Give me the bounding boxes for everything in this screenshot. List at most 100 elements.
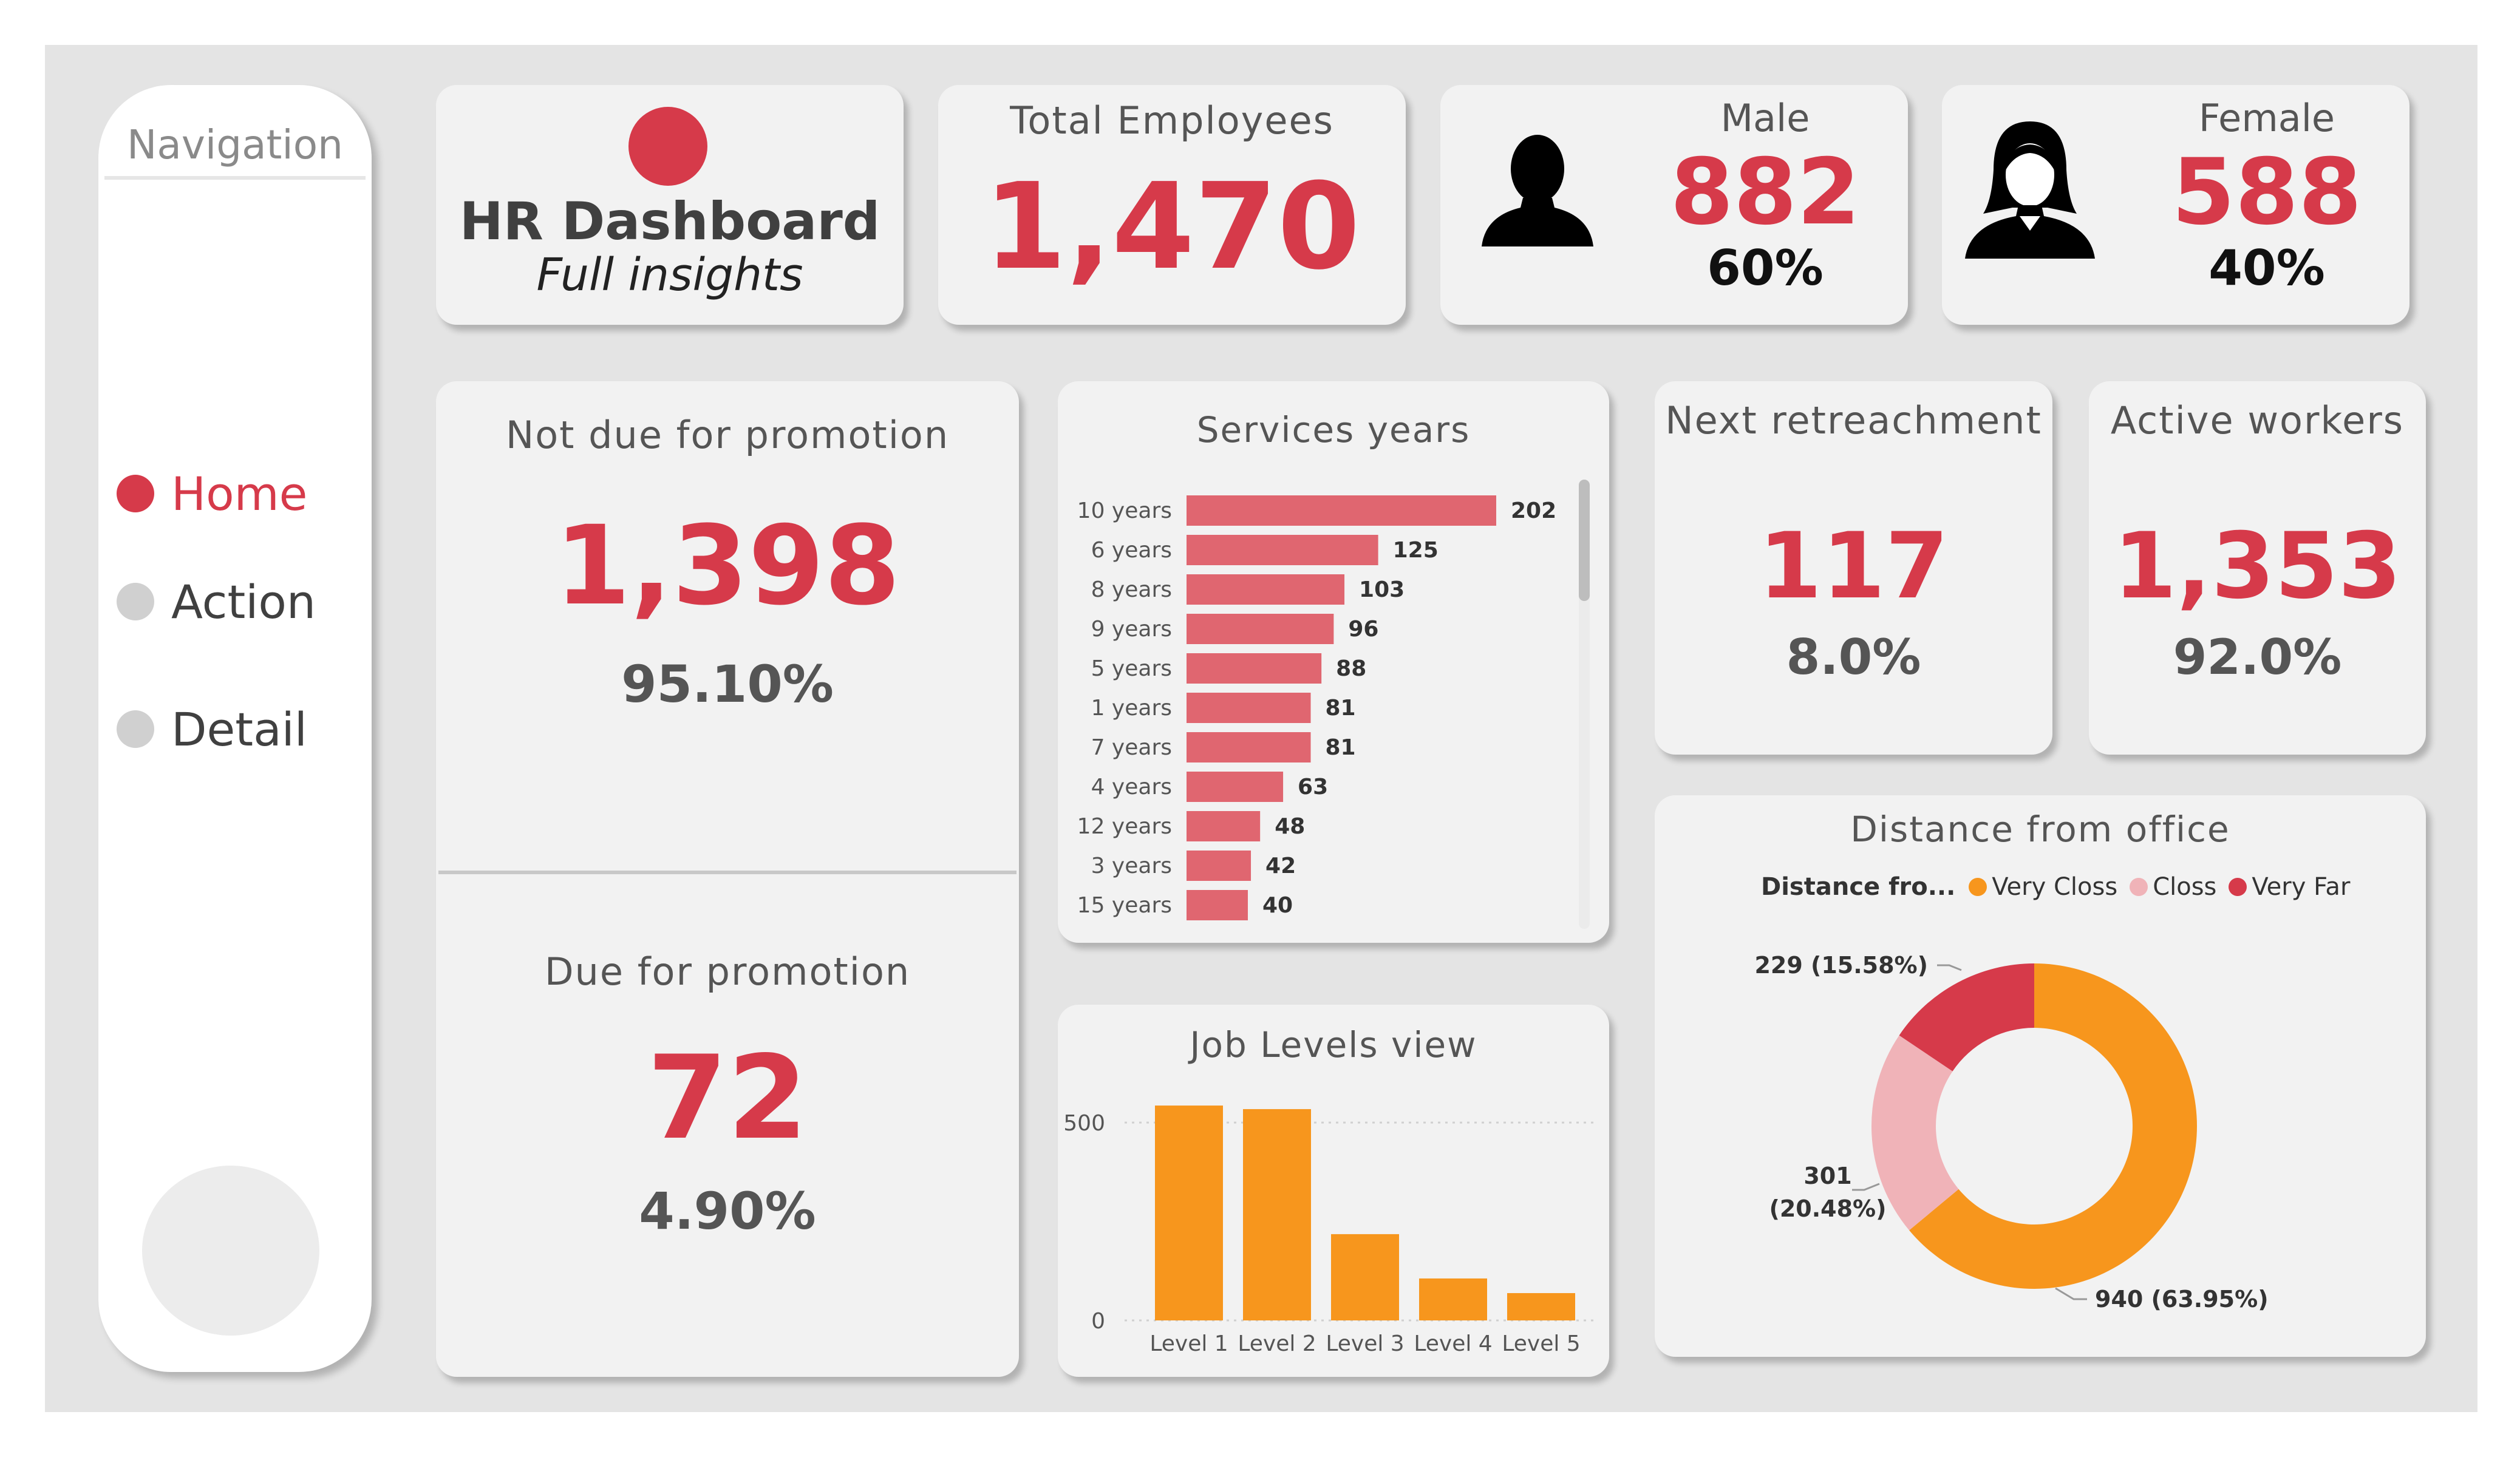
job-levels-chart: 0 500 Level 1 Level 2 Level 3 Level 4 Level 5	[1063, 1105, 1598, 1356]
label-leader-line	[2055, 1287, 2087, 1300]
due-title: Due for promotion	[544, 949, 911, 994]
services-value-label: 202	[1511, 498, 1556, 523]
logo-dot-icon	[628, 107, 707, 186]
distance-legend: Distance fro... Very Closs Closs Very Fa…	[1761, 873, 2350, 901]
services-value-label: 48	[1275, 814, 1305, 839]
services-scrollbar-thumb[interactable]	[1579, 480, 1590, 601]
male-title: Male	[1720, 96, 1810, 140]
services-bar	[1187, 811, 1261, 841]
services-category-label: 12 years	[1077, 814, 1172, 839]
promotion-divider	[438, 871, 1017, 874]
nav-item-detail-label: Detail	[171, 702, 307, 756]
job-bar	[1507, 1293, 1575, 1320]
navigation-panel: Navigation Home Action Detail	[98, 85, 372, 1372]
not-due-value: 1,398	[554, 503, 901, 630]
male-user-icon	[1482, 135, 1593, 246]
nav-item-home[interactable]: Home	[117, 466, 307, 521]
total-employees-title: Total Employees	[1010, 98, 1334, 143]
legend-very-far[interactable]: Very Far	[2252, 873, 2351, 901]
services-category-label: 9 years	[1091, 617, 1172, 642]
services-bar	[1187, 495, 1496, 526]
job-category-label: Level 1	[1149, 1331, 1228, 1356]
active-workers-value: 1,353	[2113, 514, 2402, 619]
services-category-label: 10 years	[1077, 498, 1172, 523]
title-card: HR Dashboard Full insights	[436, 85, 904, 325]
services-bar	[1187, 535, 1378, 565]
distance-label-close-pct: (20.48%)	[1769, 1195, 1886, 1222]
services-bar	[1187, 890, 1248, 920]
services-category-label: 15 years	[1077, 893, 1172, 918]
navigation-divider	[104, 176, 366, 180]
retrenchment-pct: 8.0%	[1786, 629, 1921, 685]
female-value: 588	[2171, 140, 2362, 245]
legend-very-close-icon	[1969, 878, 1987, 896]
services-bar	[1187, 574, 1345, 605]
detail-dot-icon	[117, 710, 154, 748]
label-leader-line	[1937, 964, 1962, 971]
nav-item-detail[interactable]: Detail	[117, 702, 307, 756]
nav-item-home-label: Home	[171, 466, 308, 521]
services-category-label: 1 years	[1091, 696, 1172, 721]
services-value-label: 81	[1326, 696, 1356, 721]
job-bar	[1331, 1234, 1399, 1320]
retrenchment-card: Next retreachment 117 8.0%	[1655, 381, 2052, 755]
distance-donut-chart: 940 (63.95%) 301 (20.48%) 229 (15.58%)	[1754, 952, 2269, 1313]
services-value-label: 63	[1298, 775, 1328, 800]
retrenchment-title: Next retreachment	[1665, 398, 2042, 443]
nav-round-button[interactable]	[142, 1166, 319, 1336]
female-card: Female 588 40%	[1942, 85, 2409, 325]
legend-close-icon	[2130, 878, 2148, 896]
legend-close[interactable]: Closs	[2153, 873, 2217, 901]
services-bar	[1187, 732, 1311, 762]
services-value-label: 103	[1359, 577, 1405, 602]
job-category-label: Level 3	[1326, 1331, 1404, 1356]
distance-slice	[1871, 1035, 1959, 1231]
distance-slice	[1909, 963, 2197, 1289]
female-title: Female	[2198, 96, 2335, 140]
job-y-tick-label: 500	[1063, 1111, 1105, 1136]
job-bar	[1243, 1109, 1311, 1320]
services-category-label: 6 years	[1091, 538, 1172, 563]
services-category-label: 5 years	[1091, 656, 1172, 681]
job-bar	[1419, 1278, 1487, 1320]
due-value: 72	[647, 1031, 808, 1165]
total-employees-card: Total Employees 1,470	[938, 85, 1406, 325]
services-bar	[1187, 772, 1284, 802]
services-years-chart: 10 years 202 6 years 125 8 years 103 9 years 96…	[1077, 495, 1556, 920]
services-years-title: Services years	[1196, 409, 1471, 450]
not-due-title: Not due for promotion	[505, 413, 950, 457]
services-category-label: 4 years	[1091, 775, 1172, 800]
female-pct: 40%	[2208, 240, 2325, 296]
distance-label-very-close: 940 (63.95%)	[2095, 1286, 2269, 1313]
nav-item-action[interactable]: Action	[117, 574, 316, 629]
services-bar	[1187, 851, 1251, 881]
job-levels-title: Job Levels view	[1190, 1024, 1477, 1065]
job-category-label: Level 4	[1414, 1331, 1492, 1356]
promotion-card: Not due for promotion 1,398 95.10% Due f…	[436, 381, 1019, 1377]
services-value-label: 125	[1393, 538, 1439, 563]
services-bar	[1187, 693, 1311, 723]
legend-very-close[interactable]: Very Closs	[1992, 873, 2118, 901]
services-category-label: 8 years	[1091, 577, 1172, 602]
male-pct: 60%	[1707, 240, 1824, 296]
job-category-label: Level 2	[1238, 1331, 1316, 1356]
due-pct: 4.90%	[639, 1181, 816, 1241]
label-leader-line	[1852, 1183, 1880, 1191]
nav-item-action-label: Action	[171, 574, 316, 629]
dashboard-title: HR Dashboard	[459, 191, 880, 252]
distance-slice	[1899, 963, 2034, 1072]
services-value-label: 42	[1265, 854, 1296, 878]
total-employees-value: 1,470	[984, 158, 1360, 296]
home-dot-icon	[117, 475, 154, 512]
active-workers-pct: 92.0%	[2173, 629, 2342, 685]
female-user-icon	[1965, 121, 2095, 259]
services-category-label: 7 years	[1091, 735, 1172, 760]
services-value-label: 40	[1262, 893, 1293, 918]
legend-title: Distance fro...	[1761, 873, 1956, 901]
services-bar	[1187, 653, 1322, 684]
active-workers-title: Active workers	[2110, 398, 2405, 443]
distance-label-very-far: 229 (15.58%)	[1754, 952, 1928, 979]
retrenchment-value: 117	[1758, 514, 1949, 619]
distance-card: Distance from office Distance fro... Ver…	[1655, 795, 2426, 1357]
not-due-pct: 95.10%	[621, 654, 834, 714]
